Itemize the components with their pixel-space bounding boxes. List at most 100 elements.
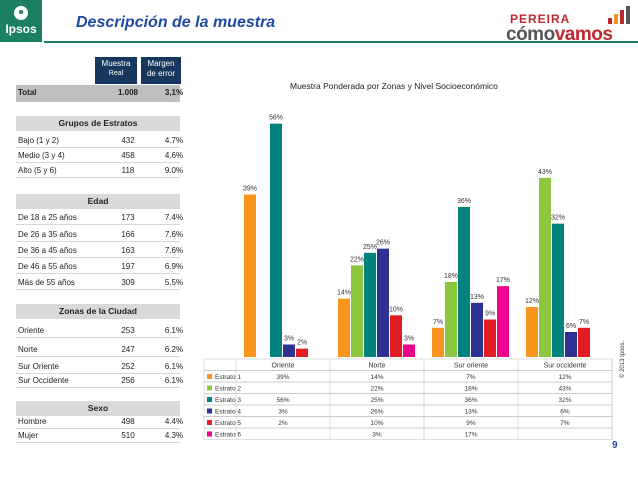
total-row: Total 1.008 3,1% — [16, 85, 183, 102]
legend-swatch — [207, 397, 212, 402]
logo-text: Ipsos — [5, 22, 37, 36]
table-row: Hombre 498 4.4% — [16, 414, 183, 429]
bar-estrato-2-sur-oriente — [445, 282, 457, 357]
header-divider — [44, 41, 638, 43]
table-value: 18% — [464, 386, 477, 393]
table-row: De 46 a 55 años 197 6.9% — [16, 259, 183, 274]
table-row: Más de 55 años 309 5.5% — [16, 275, 183, 290]
table-value: 56% — [276, 397, 289, 404]
data-label: 3% — [284, 336, 294, 343]
bar-estrato-5-norte — [390, 315, 402, 357]
bar-estrato-5-sur-occidente — [578, 327, 590, 357]
table-row: Norte 247 6.2% — [16, 342, 183, 357]
category-label: Norte — [368, 363, 385, 370]
sexo-title: Sexo — [16, 401, 180, 416]
table-row — [203, 416, 613, 429]
legend-label: Estrato 3 — [215, 397, 241, 404]
bar-estrato-5-sur-oriente — [484, 319, 496, 357]
legend-label: Estrato 6 — [215, 432, 241, 439]
brand-city: PEREIRA — [510, 12, 571, 26]
legend-label: Estrato 2 — [215, 386, 241, 393]
bar-estrato-4-sur-oriente — [471, 302, 483, 357]
estratos-title: Grupos de Estratos — [16, 116, 180, 131]
col-header-margen-label: Margen — [147, 59, 175, 68]
table-value: 13% — [464, 409, 477, 416]
bar-estrato-1-oriente — [244, 194, 256, 357]
data-label: 39% — [243, 186, 257, 193]
total-margin: 3,1% — [164, 88, 184, 97]
data-label: 12% — [525, 298, 539, 305]
col-header-margen-sub: de error — [146, 69, 175, 78]
data-label: 17% — [496, 277, 510, 284]
table-row: Mujer 510 4.3% — [16, 428, 183, 443]
table-value: 17% — [464, 432, 477, 439]
table-row — [203, 393, 613, 406]
page-title: Descripción de la muestra — [76, 14, 276, 31]
legend-label: Estrato 4 — [215, 409, 241, 416]
total-label: Total — [18, 88, 37, 97]
bar-estrato-3-norte — [364, 252, 376, 357]
table-row: Alto (5 y 6) 118 9.0% — [16, 163, 183, 178]
category-label: Oriente — [272, 363, 295, 370]
data-label: 14% — [337, 290, 351, 297]
data-label: 22% — [350, 256, 364, 263]
col-header-muestra-sub: Real — [108, 70, 124, 77]
data-label: 26% — [376, 240, 390, 247]
table-row — [203, 370, 613, 383]
table-value: 43% — [558, 386, 571, 393]
brand-logo: cómovamos — [506, 24, 613, 46]
table-row — [203, 427, 613, 440]
bar-estrato-1-sur-oriente — [432, 327, 444, 357]
total-n: 1.008 — [117, 88, 139, 97]
table-row: Medio (3 y 4) 458 4.6% — [16, 148, 183, 163]
table-value: 12% — [558, 374, 571, 381]
table-value: 3% — [278, 409, 288, 416]
table-value: 2% — [278, 420, 288, 427]
ipsos-logo: Ipsos — [0, 0, 42, 42]
brand-como: cómo — [506, 24, 555, 45]
data-label: 32% — [551, 215, 565, 222]
col-header-margen: Margen de error — [141, 57, 181, 84]
table-value: 22% — [370, 386, 383, 393]
brand-bars-icon — [608, 6, 632, 24]
table-row: Oriente 253 6.1% — [16, 323, 183, 338]
bar-estrato-5-oriente — [296, 348, 308, 357]
bar-estrato-3-sur-oriente — [458, 207, 470, 357]
col-header-muestra-label: Muestra — [101, 59, 131, 68]
data-label: 3% — [404, 336, 414, 343]
legend-swatch — [207, 385, 212, 391]
data-label: 7% — [433, 319, 443, 326]
table-value: 32% — [558, 397, 571, 404]
data-label: 9% — [485, 311, 495, 318]
table-row: Sur Occidente 256 6.1% — [16, 373, 183, 388]
legend-label: Estrato 1 — [215, 374, 241, 381]
legend-swatch — [207, 431, 212, 437]
bar-estrato-4-sur-occidente — [565, 332, 577, 357]
legend-swatch — [207, 408, 212, 414]
page-number: 9 — [612, 440, 618, 451]
data-label: 43% — [538, 169, 552, 176]
data-label: 13% — [470, 294, 484, 301]
bar-estrato-2-sur-occidente — [539, 177, 551, 357]
bar-estrato-1-norte — [338, 298, 350, 357]
data-label: 36% — [457, 198, 471, 205]
table-header-row — [203, 358, 613, 371]
table-value: 6% — [560, 409, 570, 416]
table-value: 25% — [370, 397, 383, 404]
bar-estrato-1-sur-occidente — [526, 307, 538, 357]
table-value: 9% — [466, 420, 476, 427]
bar-estrato-4-norte — [377, 248, 389, 357]
col-header-muestra: Muestra Real — [95, 57, 137, 84]
chart-title: Muestra Ponderada por Zonas y Nivel Soci… — [290, 81, 498, 91]
table-value: 7% — [466, 374, 476, 381]
table-value: 39% — [276, 374, 289, 381]
table-value: 10% — [370, 420, 383, 427]
copyright: © 2013 Ipsos. — [620, 340, 626, 378]
data-label: 25% — [363, 244, 377, 251]
edad-title: Edad — [16, 194, 180, 209]
table-value: 14% — [370, 374, 383, 381]
bar-estrato-6-sur-oriente — [497, 286, 509, 357]
bar-estrato-2-norte — [351, 265, 363, 357]
data-label: 6% — [566, 323, 576, 330]
table-row — [203, 404, 613, 417]
